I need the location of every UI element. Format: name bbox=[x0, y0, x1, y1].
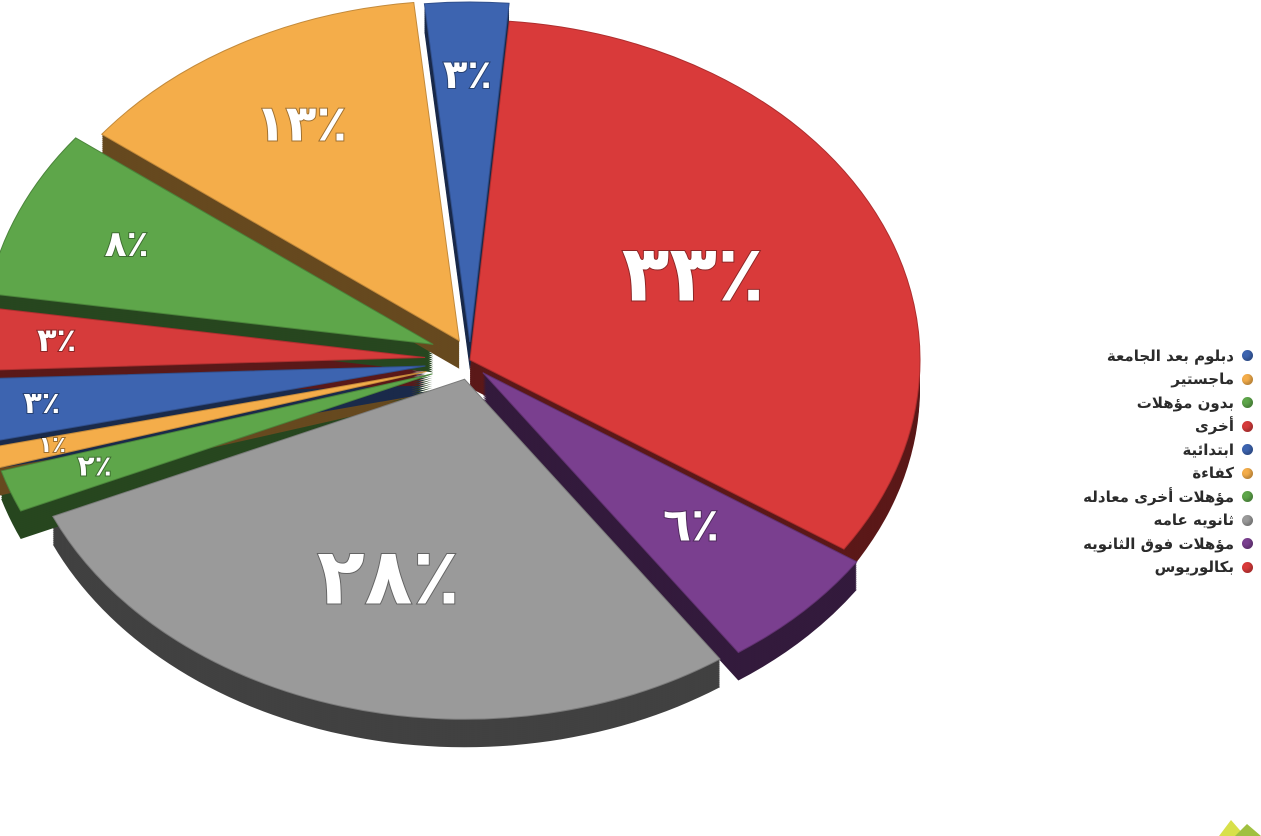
legend-item: ثانويه عامه bbox=[1011, 509, 1261, 533]
legend-label: دبلوم بعد الجامعة bbox=[1106, 346, 1234, 365]
pie-slice bbox=[0, 371, 427, 469]
slice-top-group bbox=[0, 1, 921, 720]
legend-label: ماجستير bbox=[1171, 370, 1234, 389]
legend-label: أخرى bbox=[1194, 417, 1234, 436]
pie-slice bbox=[0, 137, 434, 345]
legend-item: بكالوريوس bbox=[1011, 556, 1261, 580]
pie-slice bbox=[0, 365, 426, 441]
pie-slice-label: ٣٪ bbox=[23, 386, 60, 421]
legend-swatch bbox=[1242, 467, 1253, 479]
legend-swatch bbox=[1242, 397, 1253, 409]
legend-label: بكالوريوس bbox=[1154, 558, 1234, 577]
legend-item: دبلوم بعد الجامعة bbox=[1011, 344, 1261, 368]
pie-slice-label: ٦٪ bbox=[663, 497, 719, 551]
pie-slice-label: ٢٪ bbox=[78, 450, 112, 483]
legend-item: بدون مؤهلات bbox=[1011, 391, 1261, 415]
legend-item: مؤهلات أخرى معادله bbox=[1011, 485, 1261, 509]
pie-slice-label: ٨٪ bbox=[105, 224, 149, 265]
legend-label: مؤهلات أخرى معادله bbox=[1083, 487, 1234, 506]
pie-slice-label: ٣٣٪ bbox=[622, 230, 765, 320]
legend-swatch bbox=[1242, 444, 1253, 456]
pie-slice bbox=[423, 1, 510, 343]
pie-slice bbox=[0, 308, 426, 371]
legend-swatch bbox=[1242, 350, 1253, 362]
pie-slice-label: ٣٪ bbox=[37, 321, 76, 359]
legend-label: بدون مؤهلات bbox=[1136, 393, 1234, 412]
pie-slice-label: ٢٨٪ bbox=[317, 533, 460, 623]
pie-slice bbox=[100, 2, 460, 342]
legend-swatch bbox=[1242, 514, 1253, 526]
legend-swatch bbox=[1242, 491, 1253, 503]
pie-chart: ٣٣٪ ٦٪ ٢٨٪ ٢٪ ١٪ ٣٪ ٣٪ ٨٪ ١٣٪ ٣٪ bbox=[0, 1, 921, 748]
pie-slice-label: ١٣٪ bbox=[255, 95, 347, 153]
legend-swatch bbox=[1242, 420, 1253, 432]
pie-slice-label: ٣٪ bbox=[443, 52, 492, 98]
legend-label: ابتدائية bbox=[1182, 440, 1234, 459]
legend-swatch bbox=[1242, 561, 1253, 573]
pie-slice bbox=[482, 372, 858, 654]
legend: دبلوم بعد الجامعة ماجستير بدون مؤهلات أخرى ا… bbox=[1011, 344, 1261, 579]
legend-swatch bbox=[1242, 538, 1253, 550]
legend-item: مؤهلات فوق الثانويه bbox=[1011, 532, 1261, 556]
legend-item: ماجستير bbox=[1011, 368, 1261, 392]
pie-slice-label: ١٪ bbox=[39, 433, 66, 458]
pie-slice bbox=[52, 378, 721, 720]
pie-slice bbox=[0, 373, 433, 512]
legend-label: كفاءة bbox=[1192, 464, 1234, 483]
legend-item: كفاءة bbox=[1011, 462, 1261, 486]
corner-logo-fragment bbox=[1219, 820, 1261, 836]
legend-label: مؤهلات فوق الثانويه bbox=[1083, 534, 1234, 553]
pie-slice bbox=[469, 20, 921, 550]
legend-label: ثانويه عامه bbox=[1153, 511, 1234, 530]
slice-label-group: ٣٣٪ ٦٪ ٢٨٪ ٢٪ ١٪ ٣٪ ٣٪ ٨٪ ١٣٪ ٣٪ bbox=[22, 51, 765, 624]
legend-item: ابتدائية bbox=[1011, 438, 1261, 462]
legend-swatch bbox=[1242, 373, 1253, 385]
legend-item: أخرى bbox=[1011, 415, 1261, 439]
